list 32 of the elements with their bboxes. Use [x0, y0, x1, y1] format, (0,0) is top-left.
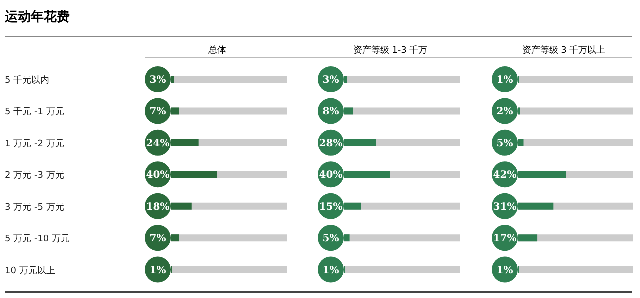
- data-label: 40%: [319, 170, 344, 182]
- data-label: 7%: [150, 234, 167, 245]
- data-label: 5%: [322, 234, 340, 245]
- data-label: 7%: [150, 106, 167, 118]
- data-label: 17%: [493, 234, 518, 245]
- data-label: 15%: [319, 202, 344, 213]
- data-label: 24%: [146, 138, 170, 150]
- data-label: 40%: [146, 170, 170, 182]
- data-label: 28%: [319, 138, 344, 150]
- data-label: 18%: [146, 202, 170, 213]
- data-label: 2%: [496, 106, 514, 118]
- text: 运动年花费: [5, 9, 70, 26]
- y-tick-label: 3 万元 -5 万元: [5, 202, 64, 213]
- y-tick-label: 5 万元 -10 万元: [5, 234, 70, 245]
- chart-title: 资产等级 1-3 千万: [352, 44, 429, 57]
- chart-subtitle: 总体: [208, 44, 228, 57]
- y-tick-label: 1 万元 -2 万元: [5, 138, 64, 150]
- chart-title: 资产等级 3 千万以上: [521, 44, 607, 57]
- y-tick-label: 10 万元以上: [5, 265, 56, 276]
- data-label: 42%: [493, 170, 518, 182]
- y-tick-label: 2 万元 -3 万元: [5, 170, 64, 182]
- data-label: 31%: [493, 202, 518, 213]
- y-tick-label: 5 千元以内: [5, 75, 50, 86]
- data-label: 8%: [322, 106, 340, 118]
- data-label: 1%: [496, 265, 514, 276]
- data-label: 3%: [322, 75, 340, 86]
- data-label: 1%: [322, 265, 340, 276]
- data-label: 3%: [150, 75, 167, 86]
- y-tick-label: 5 千元 -1 万元: [5, 106, 64, 118]
- data-label: 1%: [150, 265, 167, 276]
- data-label: 1%: [496, 75, 514, 86]
- data-label: 5%: [496, 138, 514, 150]
